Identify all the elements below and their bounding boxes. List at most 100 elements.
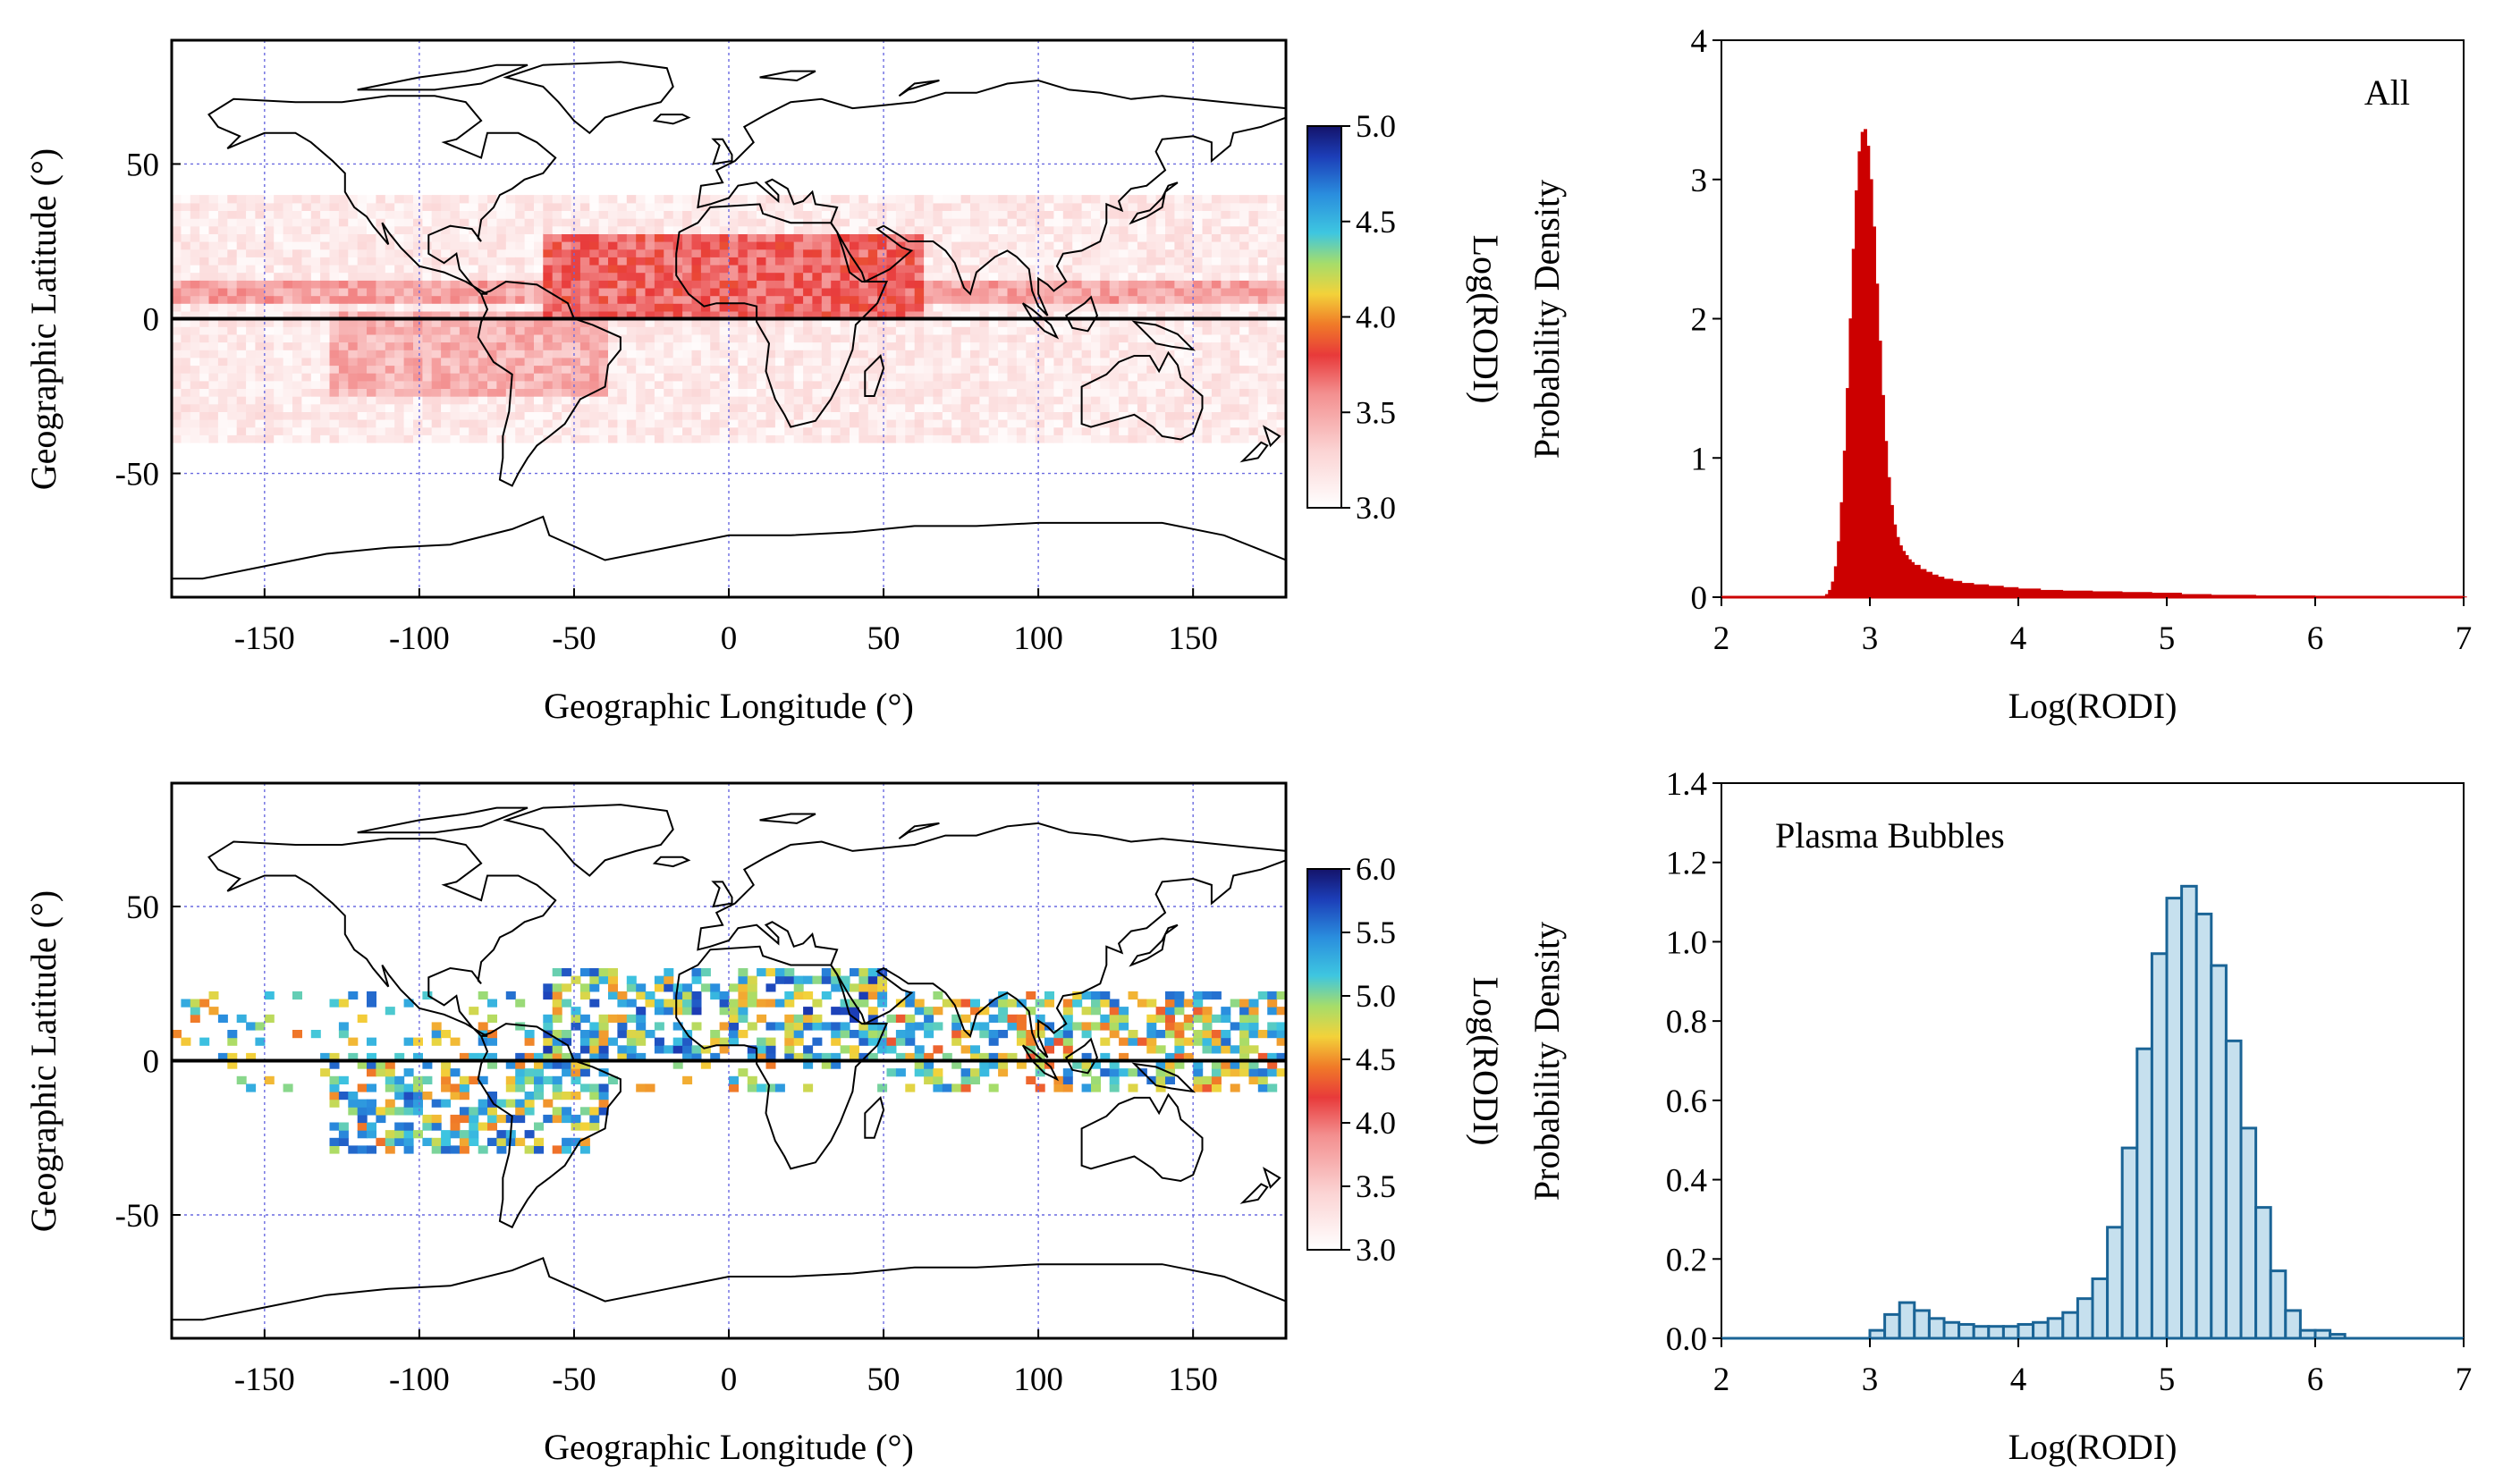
heatmap-cell: [784, 350, 795, 358]
heatmap-cell: [914, 280, 925, 289]
heatmap-cell: [793, 225, 804, 234]
heatmap-cell: [617, 241, 628, 250]
heatmap-cell: [172, 272, 182, 281]
heatmap-cell: [645, 333, 655, 343]
heatmap-cell: [441, 318, 452, 327]
histogram-bar: [2062, 590, 2093, 598]
heatmap-cell: [1257, 303, 1268, 312]
heatmap-cell: [951, 426, 962, 435]
heatmap-cell: [998, 1030, 1009, 1039]
heatmap-cell: [1128, 426, 1138, 435]
heatmap-cell: [348, 365, 359, 374]
heatmap-cell: [562, 233, 572, 242]
heatmap-cell: [441, 218, 452, 227]
histogram-bar: [2001, 1325, 2020, 1340]
heatmap-cell: [1239, 1037, 1250, 1046]
heatmap-cell: [998, 280, 1009, 289]
heatmap-cell: [413, 1092, 423, 1100]
heatmap-cell: [181, 287, 191, 297]
heatmap-cell: [757, 295, 767, 304]
heatmap-cell: [1128, 249, 1138, 257]
heatmap-cell: [858, 257, 869, 266]
heatmap-cell: [524, 241, 535, 250]
heatmap-cell: [998, 210, 1009, 219]
heatmap-cell: [1257, 333, 1268, 343]
heatmap-cell: [765, 419, 776, 428]
heatmap-cell: [246, 225, 257, 234]
heatmap-cell: [181, 218, 191, 227]
heatmap-cell: [942, 333, 952, 343]
heatmap-cell: [626, 426, 637, 435]
heatmap-cell: [487, 1060, 497, 1069]
heatmap-cell: [691, 426, 702, 435]
heatmap-cell: [1146, 202, 1157, 211]
heatmap-cell: [1081, 373, 1092, 382]
heatmap-cell: [1044, 350, 1054, 358]
heatmap-cell: [598, 249, 609, 257]
heatmap-cell: [562, 1092, 572, 1100]
heatmap-cell: [626, 341, 637, 350]
heatmap-cell: [571, 1022, 581, 1031]
heatmap-cell: [821, 419, 832, 428]
heatmap-cell: [738, 1068, 748, 1077]
heatmap-cell: [310, 249, 321, 257]
heatmap-cell: [1257, 272, 1268, 281]
heatmap-cell: [431, 357, 442, 367]
heatmap-cell: [831, 434, 841, 443]
heatmap-cell: [700, 272, 711, 281]
heatmap-cell: [413, 1075, 423, 1084]
heatmap-cell: [970, 1052, 980, 1062]
heatmap-cell: [1221, 1014, 1231, 1023]
heatmap-cell: [729, 426, 739, 435]
heatmap-cell: [719, 257, 730, 266]
heatmap-cell: [1248, 1068, 1259, 1077]
heatmap-cell: [310, 272, 321, 281]
heatmap-cell: [1091, 341, 1101, 350]
heatmap-cell: [1044, 411, 1054, 420]
heatmap-cell: [367, 365, 376, 374]
heatmap-cell: [1081, 303, 1092, 312]
heatmap-cell: [403, 1122, 414, 1131]
heatmap-cell: [1146, 999, 1157, 1008]
heatmap-cell: [543, 333, 554, 343]
heatmap-cell: [636, 218, 647, 227]
heatmap-cell: [858, 388, 869, 397]
coastline: [1080, 350, 1204, 441]
heatmap-cell: [478, 1107, 488, 1116]
heatmap-cell: [264, 373, 275, 382]
heatmap-cell: [478, 1099, 488, 1108]
heatmap-cell: [784, 195, 795, 204]
heatmap-cell: [1165, 388, 1175, 397]
heatmap-cell: [1026, 249, 1036, 257]
heatmap-cell: [524, 1075, 535, 1084]
x-tick-label: 5: [2159, 1362, 2176, 1398]
heatmap-cell: [199, 225, 210, 234]
heatmap-cell: [1239, 333, 1250, 343]
heatmap-cell: [765, 241, 776, 250]
heatmap-cell: [970, 225, 980, 234]
heatmap-cell: [431, 388, 442, 397]
heatmap-cell: [246, 280, 257, 289]
heatmap-cell: [951, 1014, 962, 1023]
heatmap-cell: [812, 225, 823, 234]
heatmap-cell: [1044, 195, 1054, 204]
heatmap-cell: [338, 318, 349, 327]
heatmap-cell: [338, 403, 349, 412]
heatmap-cell: [1128, 272, 1138, 281]
heatmap-cell: [199, 341, 210, 350]
heatmap-cell: [227, 225, 238, 234]
heatmap-cell: [757, 411, 767, 420]
heatmap-cell: [774, 999, 785, 1008]
heatmap-cell: [571, 1068, 581, 1077]
heatmap-cell: [1221, 280, 1231, 289]
heatmap-cell: [589, 380, 600, 389]
heatmap-cell: [1248, 326, 1259, 335]
heatmap-cell: [886, 357, 897, 367]
heatmap-cell: [1221, 350, 1231, 358]
heatmap-cell: [1155, 233, 1166, 242]
heatmap-cell: [338, 426, 349, 435]
heatmap-cell: [505, 303, 516, 312]
heatmap-cell: [1257, 264, 1268, 274]
heatmap-cell: [1221, 1037, 1231, 1046]
heatmap-cell: [1202, 303, 1213, 312]
